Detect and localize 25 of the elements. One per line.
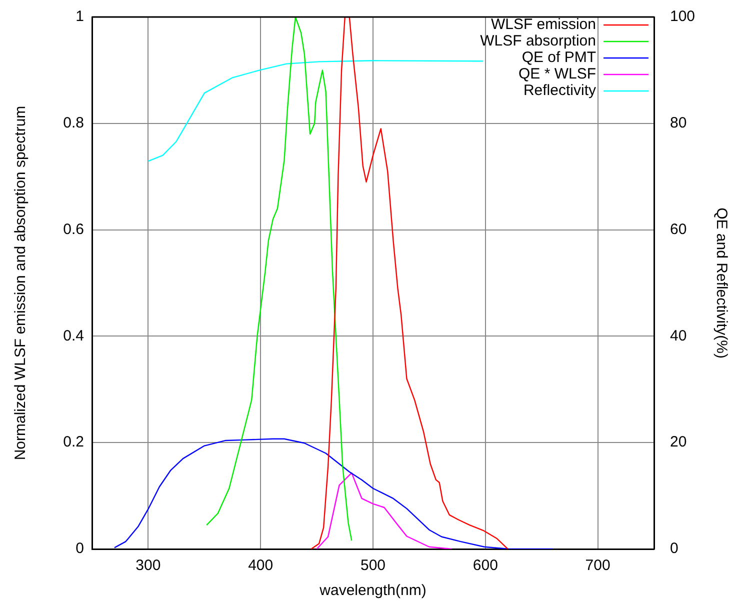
- legend-label: QE * WLSF: [518, 66, 596, 83]
- y2-tick-label: 80: [670, 114, 687, 132]
- y2-axis-title: QE and Reflectivity(%): [712, 208, 730, 358]
- legend-label: WLSF absorption: [480, 32, 596, 50]
- y2-tick-label: 60: [670, 220, 687, 238]
- legend-label: WLSF emission: [490, 16, 596, 34]
- legend-label: Reflectivity: [523, 82, 596, 100]
- x-tick-label: 400: [248, 557, 274, 574]
- y2-tick-label: 20: [670, 434, 687, 451]
- x-tick-label: 300: [136, 557, 161, 574]
- y-tick-label: 0.4: [63, 327, 84, 344]
- x-tick-label: 500: [360, 557, 386, 574]
- x-tick-label: 700: [585, 557, 610, 574]
- y-tick-label: 0.6: [63, 220, 84, 238]
- legend-label: QE of PMT: [522, 49, 596, 66]
- x-axis-title: wavelength(nm): [318, 582, 426, 600]
- y-tick-label: 0.2: [63, 434, 84, 451]
- y-tick-label: 0.8: [63, 114, 84, 132]
- y2-tick-label: 100: [670, 8, 696, 26]
- y2-tick-label: 40: [670, 327, 687, 344]
- y-tick-label: 1: [76, 8, 84, 26]
- y-axis-title: Normalized WLSF emission and absorption spectrum: [12, 106, 30, 460]
- y2-tick-label: 0: [670, 540, 678, 558]
- y-tick-label: 0: [76, 540, 84, 558]
- x-tick-label: 600: [472, 557, 498, 574]
